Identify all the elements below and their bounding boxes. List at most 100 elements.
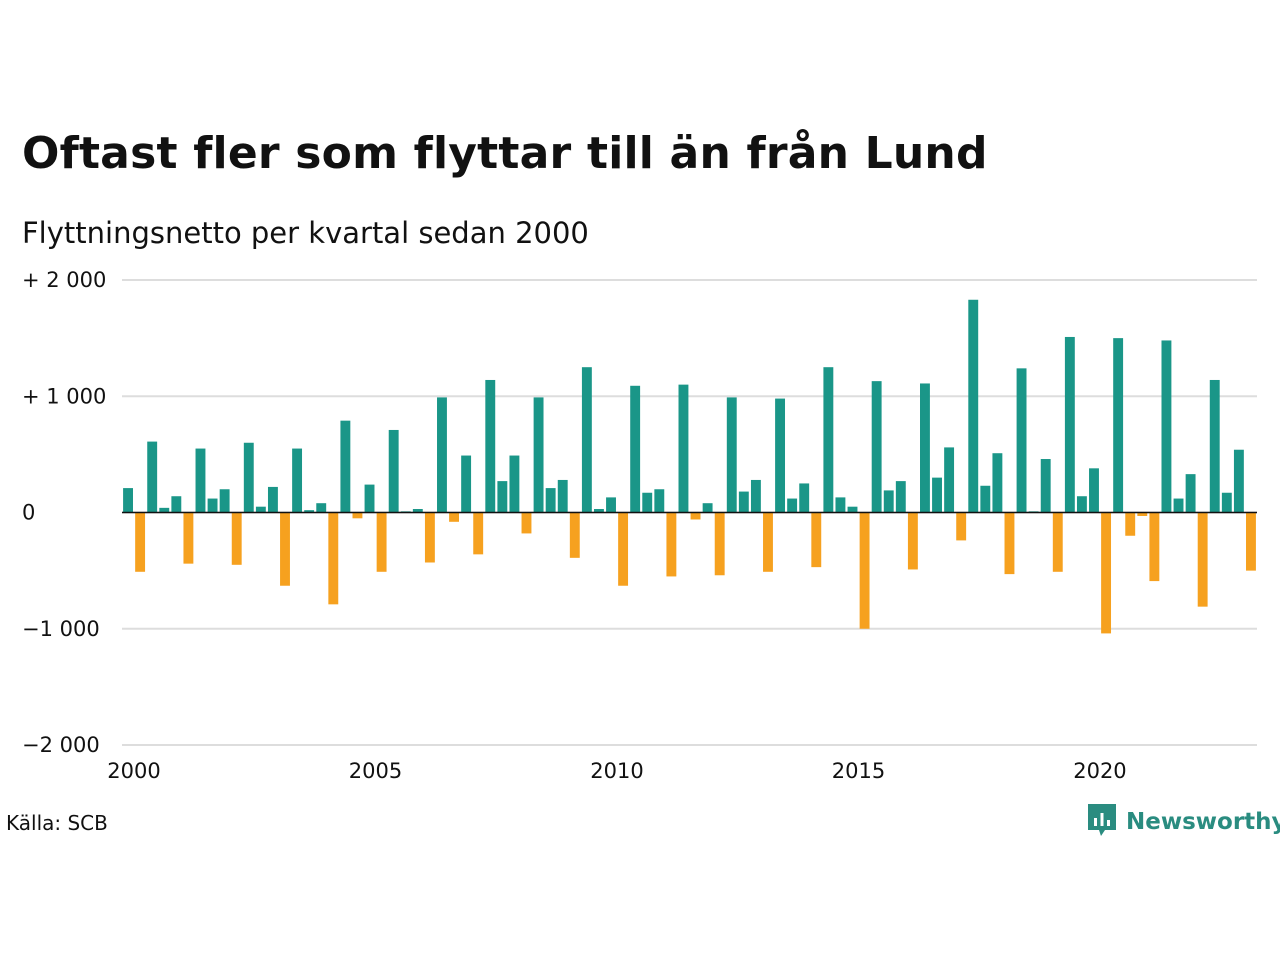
bar <box>1173 498 1184 513</box>
bar <box>1052 512 1063 572</box>
bar <box>581 367 592 513</box>
bar <box>243 442 254 513</box>
bar <box>690 512 701 520</box>
bar <box>219 489 230 513</box>
bar <box>195 448 206 513</box>
bar <box>1016 368 1027 513</box>
brand-name: Newsworthy <box>1126 809 1280 835</box>
bar <box>606 497 616 513</box>
bar <box>557 479 568 513</box>
bar <box>147 441 158 513</box>
bar <box>1137 512 1148 516</box>
bar <box>1113 338 1124 513</box>
x-tick-label: 2010 <box>590 759 643 783</box>
bar <box>521 512 532 534</box>
y-tick-label: + 2 000 <box>22 268 106 292</box>
bar <box>424 512 435 563</box>
bar <box>847 506 858 513</box>
y-tick-label: 0 <box>22 501 35 525</box>
bar <box>738 491 749 513</box>
brand-logo: Newsworthy <box>1088 804 1280 840</box>
bar <box>593 509 604 513</box>
bar <box>1040 459 1051 513</box>
bar <box>726 397 737 513</box>
bar <box>702 503 713 513</box>
bar <box>811 512 822 568</box>
bar <box>412 509 423 513</box>
bar <box>1101 512 1112 634</box>
bar <box>618 512 629 586</box>
bar <box>992 453 1003 513</box>
y-tick-label: −2 000 <box>22 733 100 757</box>
bar <box>666 512 677 577</box>
bar <box>388 429 399 513</box>
bar <box>956 512 967 541</box>
bar <box>328 512 339 605</box>
bar <box>763 512 773 572</box>
bar <box>183 512 194 564</box>
x-tick-label: 2020 <box>1073 759 1126 783</box>
bar <box>1076 496 1087 513</box>
bar <box>1089 468 1099 513</box>
bar <box>907 512 918 570</box>
bar <box>1197 512 1208 607</box>
chart-subtitle: Flyttningsnetto per kvartal sedan 2000 <box>22 216 589 250</box>
bar <box>775 398 786 513</box>
bar <box>1233 449 1244 513</box>
bar <box>920 383 930 513</box>
bar <box>1161 340 1172 513</box>
bar <box>1149 512 1160 582</box>
bar <box>352 512 363 519</box>
bar <box>437 397 447 513</box>
bar <box>340 420 351 513</box>
y-tick-label: −1 000 <box>22 617 100 641</box>
bars <box>123 299 1256 634</box>
bar <box>569 512 580 558</box>
bar <box>533 397 544 513</box>
bar <box>895 481 906 513</box>
bar-chart: + 2 000 + 1 000 0 −1 000 −2 000 2000 2005 2010 2… <box>22 268 1257 783</box>
bar <box>1221 492 1232 513</box>
bar <box>654 489 665 513</box>
bar <box>1064 336 1075 513</box>
axes: + 2 000 + 1 000 0 −1 000 −2 000 2000 2005 2010 2… <box>22 268 1257 783</box>
bar <box>461 455 472 513</box>
bar <box>787 498 798 513</box>
bar <box>267 486 278 513</box>
bar <box>871 381 882 513</box>
bar <box>1125 512 1136 536</box>
bar <box>968 299 979 513</box>
bar <box>449 512 459 522</box>
bar <box>207 498 218 513</box>
bar <box>883 490 894 513</box>
bar <box>485 379 496 513</box>
bar <box>823 367 834 513</box>
bar <box>280 512 290 586</box>
bar <box>135 512 146 572</box>
bar <box>750 479 761 513</box>
bar <box>932 477 942 513</box>
bar <box>545 488 556 513</box>
x-tick-label: 2015 <box>832 759 885 783</box>
x-tick-label: 2000 <box>107 759 160 783</box>
bar <box>171 496 182 513</box>
newsworthy-logo-icon <box>1088 804 1116 836</box>
bar <box>255 506 266 513</box>
bar <box>1004 512 1015 575</box>
bar <box>642 492 653 513</box>
bar <box>497 481 508 513</box>
bar <box>304 510 315 513</box>
bar <box>714 512 725 576</box>
bar <box>980 485 991 513</box>
y-tick-label: + 1 000 <box>22 384 106 408</box>
bar <box>859 512 870 629</box>
bar <box>231 512 242 565</box>
bar <box>630 385 641 513</box>
bar <box>123 488 133 513</box>
bar <box>316 503 327 513</box>
bar <box>376 512 387 572</box>
bar <box>473 512 484 555</box>
bar <box>509 455 520 513</box>
bar <box>1209 379 1220 513</box>
chart-title: Oftast fler som flyttar till än från Lun… <box>22 128 988 179</box>
